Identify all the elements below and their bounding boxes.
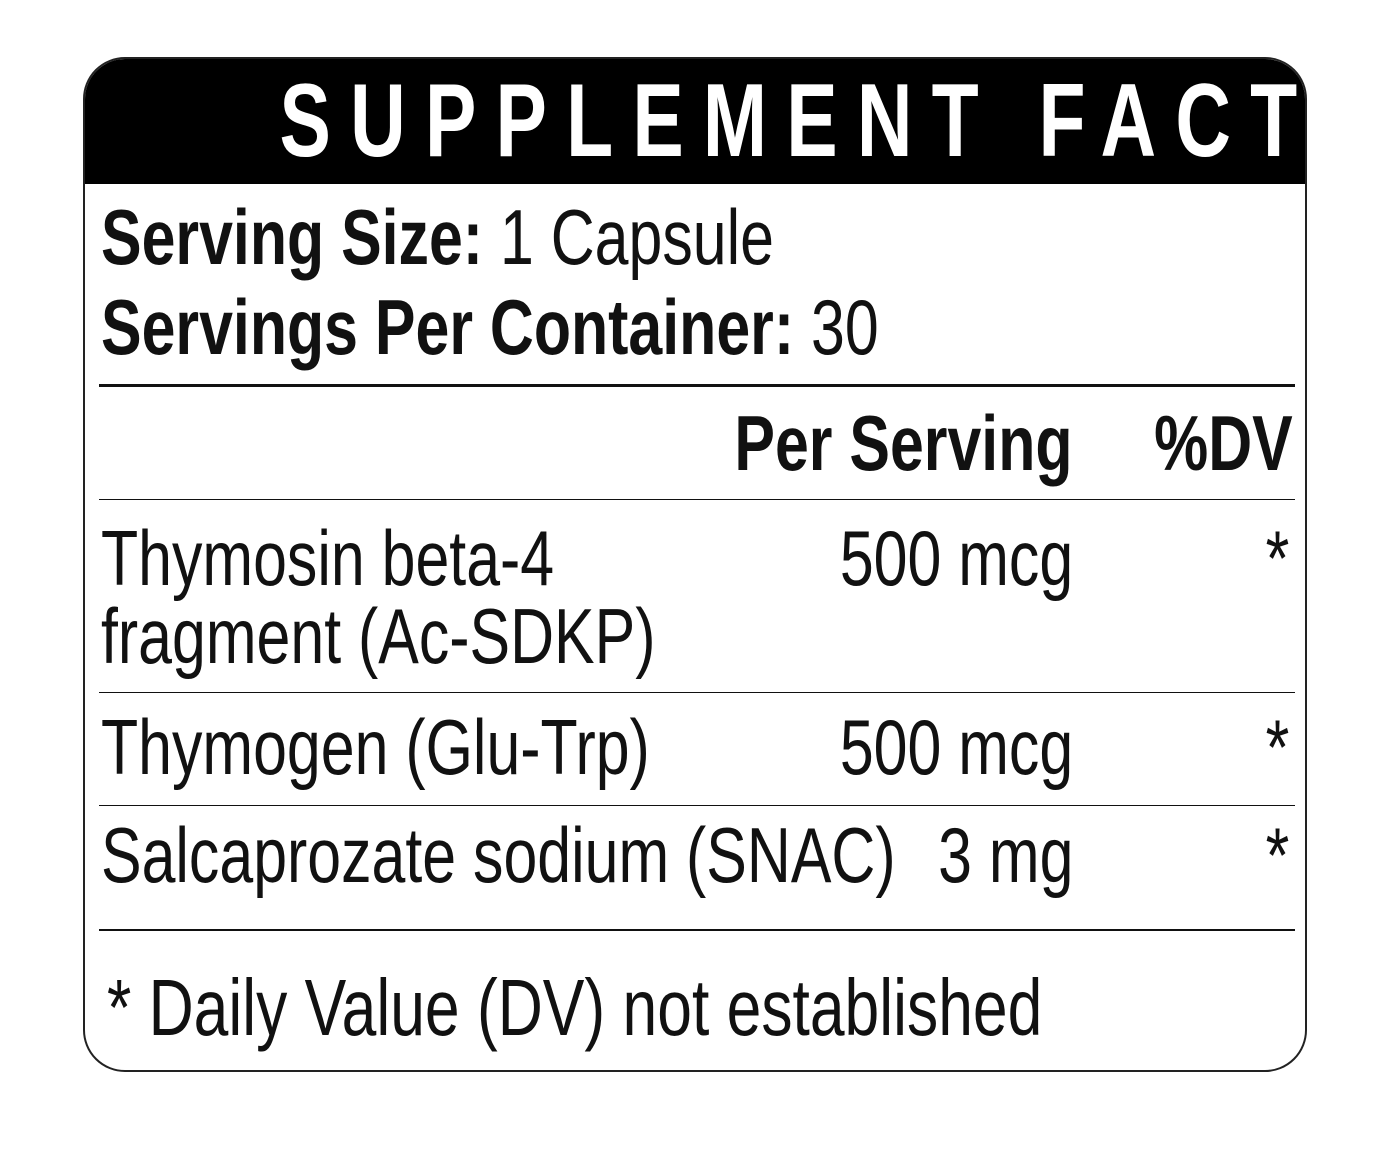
servings-per-container-value: 30	[811, 283, 879, 371]
footnote: * Daily Value (DV) not established	[107, 963, 1043, 1052]
rule	[99, 692, 1295, 693]
ingredient-amount: 500 mcg	[839, 703, 1073, 791]
ingredient-dv: *	[1265, 811, 1289, 899]
ingredient-amount: 3 mg	[937, 811, 1073, 899]
title: SUPPLEMENT FACTS	[279, 63, 1307, 179]
servings-per-container: Servings Per Container: 30	[101, 288, 879, 366]
ingredient-name: Thymogen (Glu-Trp)	[101, 703, 650, 791]
serving-size-label: Serving Size:	[101, 193, 484, 281]
header-band: SUPPLEMENT FACTS	[85, 59, 1305, 184]
rule	[99, 384, 1295, 387]
column-header: %DV	[1154, 399, 1293, 487]
ingredient-amount: 500 mcg	[839, 514, 1073, 602]
servings-per-container-label: Servings Per Container:	[101, 283, 795, 371]
rule	[99, 929, 1295, 931]
supplement-facts-panel: SUPPLEMENT FACTS Serving Size: 1 Capsule…	[83, 57, 1307, 1072]
serving-size-value: 1 Capsule	[499, 193, 774, 281]
column-header: Per Serving	[734, 399, 1073, 487]
ingredient-name: Salcaprozate sodium (SNAC)	[101, 811, 896, 899]
serving-size: Serving Size: 1 Capsule	[101, 198, 774, 276]
ingredient-dv: *	[1265, 514, 1289, 602]
rule	[99, 499, 1295, 500]
ingredient-name: Thymosin beta-4 fragment (Ac-SDKP)	[101, 514, 656, 680]
rule	[99, 805, 1295, 806]
ingredient-dv: *	[1265, 703, 1289, 791]
